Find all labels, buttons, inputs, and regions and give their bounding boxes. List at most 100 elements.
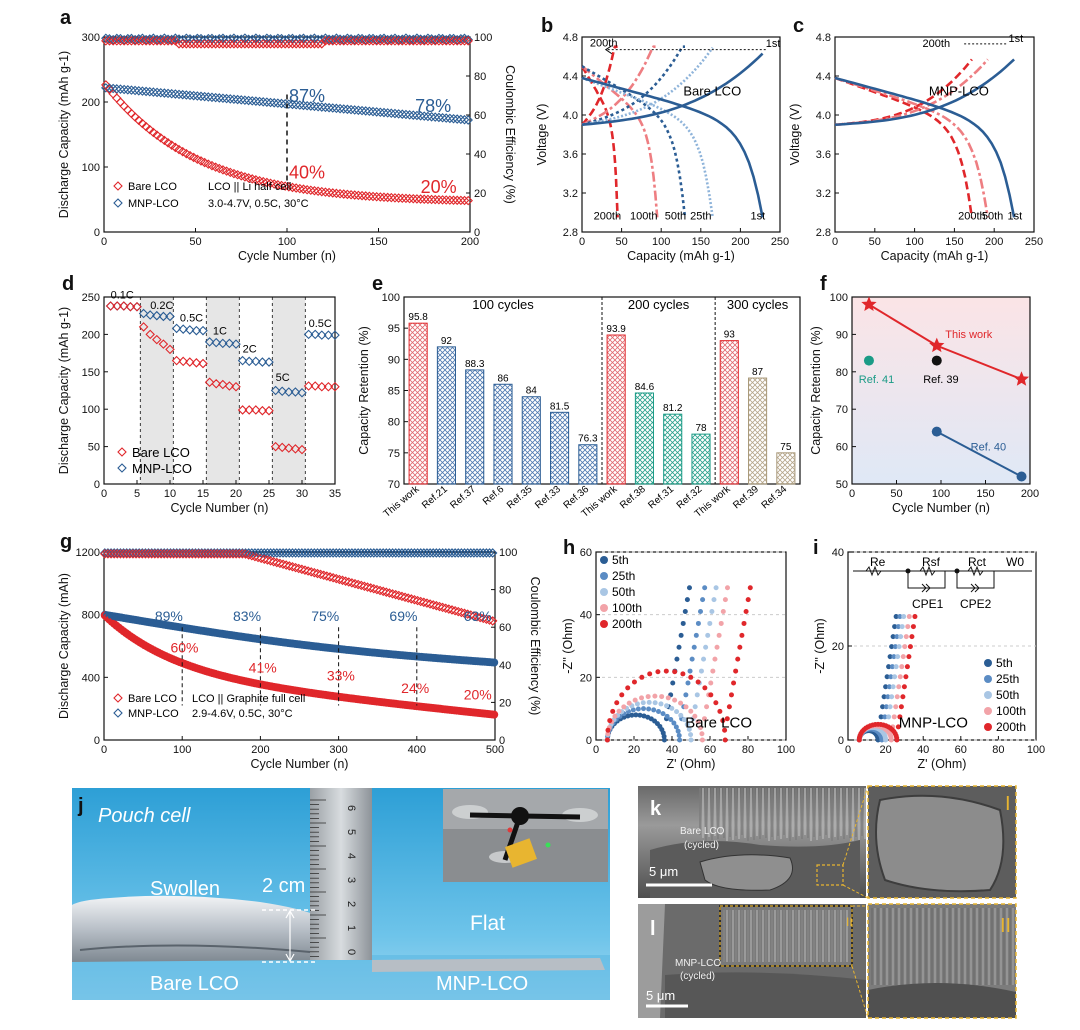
ce-point-mnp <box>175 548 185 558</box>
ce-point-bare <box>320 36 331 46</box>
capacity-point-bare <box>295 183 305 194</box>
ce-point-mnp <box>434 33 444 44</box>
category-label: Ref.34 <box>760 484 790 512</box>
annotation-mnp: 83% <box>233 608 261 624</box>
ce-point-bare <box>188 39 199 49</box>
y-tick-label: 75 <box>388 448 400 460</box>
capacity-point-bare <box>254 175 265 186</box>
capacity-point-mnp <box>123 85 133 95</box>
circuit-label: CPE1 <box>912 597 944 611</box>
capacity-point-mnp <box>346 104 356 115</box>
capacity-point-mnp <box>349 105 360 115</box>
nyquist-point <box>605 727 611 733</box>
annotation-bare: 33% <box>327 667 355 683</box>
sem-k-scale: 5 μm <box>649 864 678 879</box>
ce-point-bare <box>475 612 485 623</box>
rate-point-bare <box>138 322 149 332</box>
nyquist-tail-point <box>900 654 906 660</box>
capacity-point-mnp <box>262 97 272 107</box>
nyquist-point <box>646 706 652 712</box>
chart-c: 0 50 100 150 200 250 2.8 3.2 3.6 4.0 4.4 4.8 Capacit… <box>788 32 1043 263</box>
rate-point-mnp <box>178 324 188 334</box>
flat-label: Flat <box>470 912 505 935</box>
ce-point-mnp <box>192 33 203 44</box>
nyquist-tail-point <box>886 664 892 670</box>
sem-l-zoom-label: II <box>1000 915 1011 937</box>
y-tick-label: 3.6 <box>563 149 578 161</box>
ce-point-bare <box>315 569 326 580</box>
x-tick-label: 200 <box>251 744 269 756</box>
ce-point-mnp <box>359 548 370 558</box>
ce-point-mnp <box>400 548 410 558</box>
rate-point-bare <box>204 377 215 388</box>
cycle-label: 1st <box>750 210 765 222</box>
capacity-point-mnp <box>302 100 312 111</box>
bar-value-label: 86 <box>497 373 509 384</box>
capacity-point-bare <box>152 130 162 140</box>
annotation-78: 78% <box>415 96 451 116</box>
nyquist-tail-point <box>897 674 903 680</box>
ruler-number: 5 <box>345 829 357 835</box>
ce-point-mnp <box>444 548 454 558</box>
sem-l-zoom-small: II <box>846 915 853 929</box>
rate-point-mnp <box>270 385 281 396</box>
x-axis-label: Capacity (mAh g-1) <box>627 249 735 263</box>
nyquist-tail-point <box>889 644 895 650</box>
capacity-point-mnp <box>221 93 232 104</box>
bare-lco-photo-label: Bare LCO <box>150 973 239 995</box>
rate-point-bare <box>132 301 142 312</box>
charge-curve <box>834 58 1015 126</box>
nyquist-point <box>681 717 687 723</box>
capacity-point-bare <box>441 195 451 205</box>
capacity-point-mnp <box>170 89 181 99</box>
capacity-point-mnp <box>423 111 433 122</box>
capacity-point-bare <box>338 189 349 199</box>
category-label: Ref.37 <box>448 484 478 512</box>
nyquist-tail-point <box>722 597 728 603</box>
ce-point-bare <box>434 36 444 46</box>
ce-point-bare <box>340 576 351 586</box>
nyquist-point <box>625 685 631 691</box>
ce-point-bare <box>415 596 426 607</box>
ce-point-bare <box>362 582 373 592</box>
legend-mnp-lco: MNP-LCO <box>132 461 192 476</box>
nyquist-point <box>722 727 728 733</box>
category-label: Ref.6 <box>481 484 507 508</box>
ce-point-mnp <box>131 548 141 558</box>
y-tick-label: 0 <box>94 227 100 239</box>
rate-label: 1C <box>213 325 227 337</box>
y-tick-label: 200 <box>82 329 100 341</box>
ce-point-mnp <box>251 33 261 43</box>
rate-point-bare <box>152 334 162 345</box>
nyquist-point <box>632 697 638 703</box>
ce-point-mnp <box>168 548 179 558</box>
ce-point-mnp <box>434 548 445 558</box>
this-work-point <box>1013 371 1030 386</box>
ce-point-bare <box>334 574 345 585</box>
nyquist-tail-point <box>899 664 905 670</box>
ce-point-bare <box>437 36 448 46</box>
ce-point-mnp <box>337 548 348 558</box>
rate-band <box>206 297 240 484</box>
cycle-label: 100th <box>630 210 658 222</box>
capacity-point-mnp <box>207 92 217 103</box>
y-tick-label: 150 <box>82 367 100 379</box>
nyquist-tail-point <box>907 644 913 650</box>
legend-bare-lco: Bare LCO <box>128 693 177 705</box>
rate-point-bare <box>125 301 136 312</box>
capacity-point-bare <box>291 183 301 193</box>
ce-point-bare <box>325 572 335 582</box>
nyquist-point <box>672 669 678 675</box>
x-tick-label: 100 <box>905 236 923 248</box>
inset-label-bare: Bare LCO <box>683 84 741 99</box>
legend-note-cell: LCO || Li half cell <box>208 181 291 193</box>
ce-point-mnp <box>328 548 338 558</box>
ce-point-bare <box>300 565 310 575</box>
y-tick-label: 4.4 <box>816 71 831 83</box>
legend-marker-mnp <box>113 198 123 208</box>
x-tick-label: 0 <box>832 236 838 248</box>
y2-tick-label: 20 <box>474 188 486 200</box>
annotation-mnp: 75% <box>311 608 339 624</box>
ce-point-bare <box>478 613 489 624</box>
nyquist-point <box>633 712 639 718</box>
